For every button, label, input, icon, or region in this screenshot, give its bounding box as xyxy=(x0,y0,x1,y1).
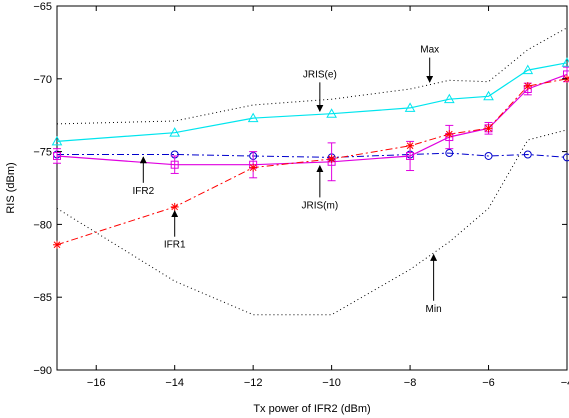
star-stroke xyxy=(328,155,335,163)
data-point-circle xyxy=(563,153,569,162)
data-point-triangle xyxy=(169,127,181,137)
data-point-triangle xyxy=(522,64,534,75)
data-point-square xyxy=(53,151,61,160)
y-tick-label: −80 xyxy=(33,219,52,231)
star-stroke xyxy=(406,142,414,150)
x-tick-label: −4 xyxy=(561,377,569,389)
x-tick-label: −16 xyxy=(87,377,106,389)
y-tick-label: −75 xyxy=(33,147,52,159)
annotation-label: JRIS(m) xyxy=(302,200,339,211)
y-axis-title: RIS (dBm) xyxy=(5,162,17,213)
data-point-triangle xyxy=(561,57,569,67)
star-stroke xyxy=(524,82,532,90)
y-tick-label: −65 xyxy=(33,1,52,13)
data-point-circle xyxy=(445,149,454,158)
data-point-triangle xyxy=(326,108,337,118)
data-point-triangle xyxy=(51,135,63,146)
data-point-triangle xyxy=(247,112,259,123)
data-point-circle xyxy=(523,150,532,159)
x-tick-label: −6 xyxy=(482,377,495,389)
x-tick-label: −8 xyxy=(404,377,417,389)
annotation-label: Max xyxy=(420,45,439,56)
data-point-star xyxy=(249,163,258,172)
star-stroke xyxy=(445,130,453,138)
star-stroke xyxy=(485,124,492,132)
annotation-layer: Max JRIS(e) IFR2 JRIS(m) IFR1 Min xyxy=(132,45,441,315)
series-line-ifr1 xyxy=(56,78,568,246)
star-stroke xyxy=(249,164,257,171)
annotation-label: JRIS(e) xyxy=(303,69,337,80)
x-axis-title: Tx power of IFR2 (dBm) xyxy=(253,403,370,415)
y-tick-label: −90 xyxy=(33,365,52,377)
star-stroke xyxy=(171,203,179,211)
data-point-square xyxy=(406,151,415,160)
data-point-triangle xyxy=(443,93,455,104)
data-point-circle xyxy=(484,151,493,160)
data-point-star xyxy=(484,124,493,133)
plot-area xyxy=(56,5,568,371)
data-point-star xyxy=(170,202,179,211)
axes-layer: −16 −14 −12 −10 −8 −6 −4 −65 −70 −75 −80 −85 −90 xyxy=(33,1,569,389)
data-point-star xyxy=(53,240,61,249)
x-tick-label: −12 xyxy=(244,377,263,389)
annotation-label: Min xyxy=(426,304,442,315)
series-layer xyxy=(51,27,569,316)
annotation-label: IFR1 xyxy=(164,240,186,251)
series-line-max xyxy=(56,27,568,125)
data-point-triangle xyxy=(404,102,416,112)
series-line-jris-e- xyxy=(56,62,568,142)
data-point-star xyxy=(445,130,454,139)
data-point-star xyxy=(327,154,336,163)
x-tick-label: −14 xyxy=(165,377,184,389)
data-point-star xyxy=(406,141,415,150)
data-point-triangle xyxy=(483,90,494,101)
star-stroke xyxy=(53,241,61,249)
annotation-label: IFR2 xyxy=(132,186,154,197)
y-tick-label: −70 xyxy=(33,74,52,86)
data-point-square xyxy=(170,160,179,169)
data-point-star xyxy=(523,82,532,91)
x-tick-label: −10 xyxy=(322,377,341,389)
y-tick-label: −85 xyxy=(33,292,52,304)
